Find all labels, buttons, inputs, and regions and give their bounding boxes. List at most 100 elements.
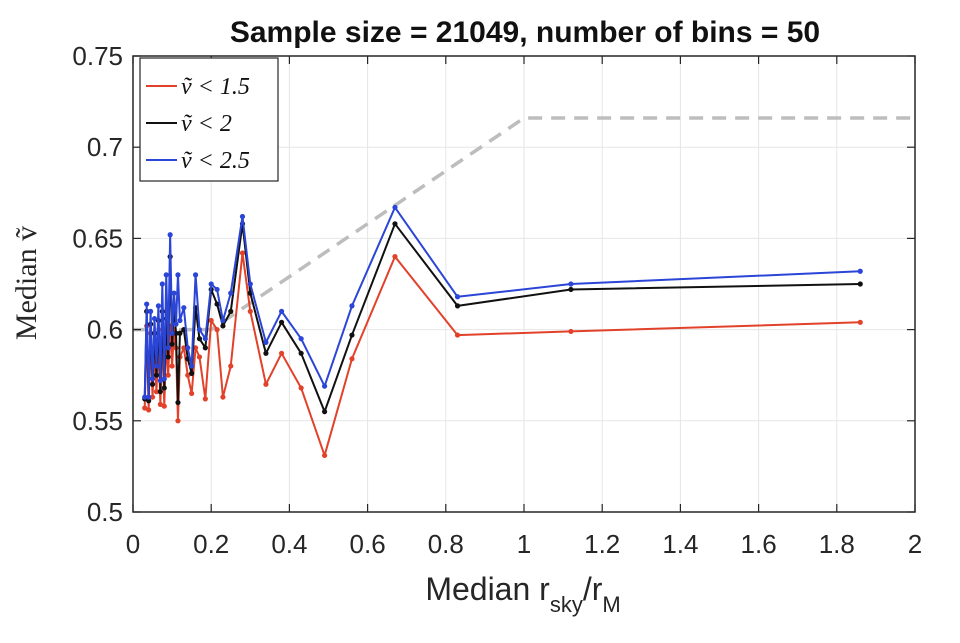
x-axis-label-main: Median r bbox=[425, 571, 550, 607]
data-point bbox=[202, 396, 208, 402]
y-tick-label: 0.6 bbox=[87, 315, 123, 345]
data-point bbox=[149, 394, 156, 400]
data-point bbox=[155, 303, 162, 309]
data-point bbox=[263, 339, 269, 345]
legend-label: ṽ < 2.5 bbox=[181, 148, 250, 174]
data-point bbox=[146, 394, 152, 400]
data-point bbox=[214, 301, 220, 307]
data-point bbox=[185, 372, 191, 378]
data-point bbox=[161, 376, 167, 382]
x-tick-label: 1.6 bbox=[741, 529, 777, 559]
data-point bbox=[220, 323, 226, 329]
x-tick-label: 1.2 bbox=[584, 529, 620, 559]
data-point bbox=[175, 418, 181, 424]
data-point bbox=[278, 308, 285, 314]
data-point bbox=[228, 308, 234, 314]
data-point bbox=[454, 294, 461, 300]
series-2 bbox=[142, 204, 863, 400]
data-point bbox=[149, 376, 156, 382]
data-point bbox=[142, 405, 148, 411]
data-point bbox=[177, 330, 183, 336]
data-point bbox=[239, 213, 246, 220]
data-point bbox=[208, 281, 214, 287]
x-tick-label: 0.6 bbox=[350, 529, 386, 559]
axis-ticks: 0 0.2 0.4 0.6 0.8 1 1.2 1.4 1.6 1.8 2 0.5 0.55 0.6 0.6… bbox=[72, 41, 922, 559]
data-point bbox=[189, 363, 195, 369]
data-point bbox=[146, 407, 152, 413]
data-point bbox=[189, 390, 195, 397]
data-point bbox=[202, 336, 208, 342]
data-point bbox=[147, 308, 154, 314]
data-point bbox=[220, 317, 226, 324]
data-point bbox=[177, 317, 183, 324]
data-point bbox=[196, 336, 203, 342]
data-point bbox=[321, 409, 328, 415]
data-point bbox=[454, 303, 461, 309]
series-line bbox=[143, 206, 861, 399]
data-point bbox=[189, 370, 195, 376]
data-point bbox=[228, 290, 234, 296]
y-tick-label: 0.55 bbox=[72, 406, 123, 436]
data-point bbox=[192, 272, 199, 278]
data-point bbox=[214, 286, 220, 293]
data-point bbox=[196, 327, 203, 333]
data-point bbox=[171, 290, 177, 296]
data-point bbox=[568, 328, 574, 335]
x-axis-label-mid: /r bbox=[583, 571, 603, 607]
legend: ṽ < 1.5 ṽ < 2 ṽ < 2.5 bbox=[139, 57, 279, 182]
data-point bbox=[169, 341, 175, 347]
data-point bbox=[175, 399, 181, 406]
data-point bbox=[169, 363, 175, 369]
chart-title: Sample size = 21049, number of bins = 50 bbox=[230, 16, 820, 49]
data-point bbox=[321, 383, 328, 389]
data-point bbox=[185, 345, 191, 351]
data-point bbox=[192, 345, 199, 351]
data-point bbox=[392, 204, 398, 210]
reference-line bbox=[133, 116, 915, 332]
x-tick-label: 0.8 bbox=[428, 529, 464, 559]
data-point bbox=[151, 316, 158, 322]
y-tick-label: 0.5 bbox=[87, 497, 123, 527]
data-point bbox=[159, 281, 165, 287]
x-tick-label: 1.4 bbox=[662, 529, 698, 559]
data-point bbox=[173, 321, 179, 327]
x-tick-label: 0 bbox=[126, 529, 140, 559]
data-point bbox=[247, 308, 253, 314]
x-tick-label: 0.4 bbox=[271, 529, 307, 559]
data-point bbox=[181, 305, 187, 311]
y-tick-label: 0.7 bbox=[87, 132, 123, 162]
data-point bbox=[228, 363, 234, 369]
reference-dashed-line bbox=[133, 116, 915, 332]
data-point bbox=[153, 389, 160, 395]
data-point bbox=[278, 350, 285, 356]
legend-label: ṽ < 2 bbox=[181, 111, 232, 137]
y-axis-label: Median ṽ bbox=[10, 226, 43, 340]
data-point bbox=[165, 345, 171, 351]
legend-label: ṽ < 1.5 bbox=[181, 74, 250, 100]
data-point bbox=[149, 381, 156, 387]
data-point bbox=[247, 281, 253, 287]
data-point bbox=[298, 350, 304, 356]
x-axis-label-sub-m: M bbox=[602, 592, 620, 617]
data-point bbox=[349, 303, 355, 309]
data-point bbox=[214, 327, 220, 333]
data-point bbox=[857, 268, 863, 274]
data-point bbox=[167, 232, 173, 238]
data-point bbox=[157, 378, 163, 384]
data-point bbox=[298, 336, 304, 342]
data-point bbox=[175, 272, 181, 278]
x-tick-label: 2 bbox=[908, 529, 922, 559]
data-point bbox=[157, 389, 163, 395]
data-point bbox=[161, 385, 167, 391]
data-point bbox=[202, 345, 208, 351]
data-point bbox=[568, 281, 574, 287]
x-axis-label: Median rsky/rM bbox=[425, 571, 620, 617]
data-point bbox=[146, 398, 152, 404]
data-point bbox=[165, 372, 171, 378]
data-point bbox=[349, 332, 355, 338]
data-point bbox=[454, 332, 461, 338]
legend-items: ṽ < 1.5 ṽ < 2 ṽ < 2.5 bbox=[146, 74, 250, 174]
data-point bbox=[161, 403, 167, 409]
x-tick-label: 1 bbox=[517, 529, 531, 559]
